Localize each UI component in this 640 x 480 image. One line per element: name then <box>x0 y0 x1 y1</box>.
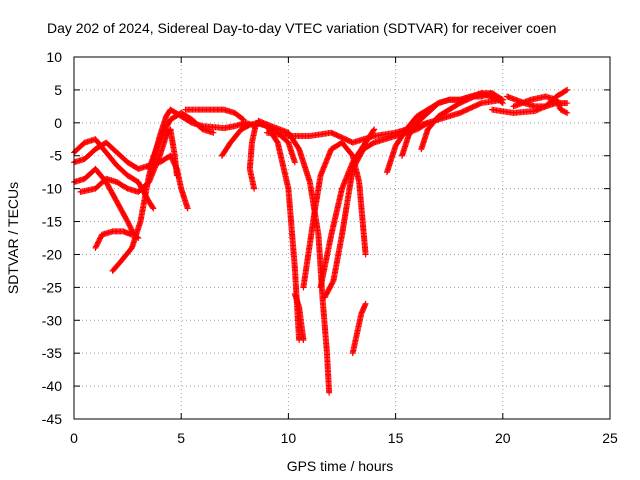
data-point <box>128 231 135 238</box>
data-point <box>125 221 132 228</box>
series-track-6 <box>92 228 135 251</box>
series-track-23 <box>504 93 571 110</box>
data-point <box>424 119 431 126</box>
y-axis-label: SDTVAR / TECUs <box>5 182 21 294</box>
y-tick-label: -30 <box>42 312 62 328</box>
x-tick-label: 20 <box>495 430 511 446</box>
x-tick-label: 25 <box>602 430 618 446</box>
data-point <box>370 127 377 134</box>
series-track-7 <box>146 109 217 172</box>
data-point <box>96 236 103 243</box>
data-point <box>125 219 132 226</box>
data-point <box>95 239 102 246</box>
data-point <box>245 122 252 129</box>
data-points <box>71 86 571 396</box>
data-point <box>92 244 99 251</box>
series-track-3 <box>71 165 142 241</box>
axis-ticks <box>73 56 611 420</box>
y-tick-label: -25 <box>42 279 62 295</box>
y-tick-label: -5 <box>50 148 63 164</box>
data-point <box>97 234 104 241</box>
x-tick-label: 10 <box>281 430 297 446</box>
series-track-4 <box>77 126 180 195</box>
x-axis-label: GPS time / hours <box>287 458 394 474</box>
series-track-14 <box>300 139 369 291</box>
series-track-20 <box>418 90 502 153</box>
data-point <box>150 205 157 212</box>
data-point <box>362 300 369 307</box>
y-tick-label: 10 <box>46 49 62 65</box>
data-point <box>326 389 333 396</box>
data-point <box>495 96 502 103</box>
series-track-16 <box>321 119 431 301</box>
chart-title: Day 202 of 2024, Sidereal Day-to-day VTE… <box>47 20 556 36</box>
data-point <box>499 100 506 107</box>
data-point <box>564 86 571 93</box>
y-axis-tick-labels: 10 5 0 -5 -10 -15 -20 -25 -30 -35 -40 -45 <box>42 49 62 427</box>
data-point <box>362 251 369 258</box>
data-point <box>128 226 135 233</box>
data-point <box>300 337 307 344</box>
data-point <box>127 225 134 232</box>
y-tick-label: -35 <box>42 345 62 361</box>
data-point <box>562 109 569 116</box>
y-tick-label: -15 <box>42 214 62 230</box>
y-tick-label: 5 <box>54 82 62 98</box>
x-tick-label: 0 <box>70 430 78 446</box>
data-point <box>94 240 101 247</box>
data-point <box>240 116 247 123</box>
data-point <box>127 223 134 230</box>
y-tick-label: 0 <box>54 115 62 131</box>
data-point <box>173 172 180 179</box>
data-point <box>498 99 505 106</box>
data-point <box>423 120 430 127</box>
plot-frame <box>73 56 611 420</box>
y-tick-label: -45 <box>42 411 62 427</box>
data-point <box>149 204 156 211</box>
series-track-13 <box>263 96 506 146</box>
data-point <box>93 243 100 250</box>
series-track-8 <box>182 106 247 123</box>
data-point <box>210 129 217 136</box>
data-point <box>93 242 100 249</box>
x-tick-label: 15 <box>388 430 404 446</box>
data-point <box>371 126 378 133</box>
data-point <box>564 109 571 116</box>
data-point <box>329 279 336 286</box>
y-tick-label: -40 <box>42 378 62 394</box>
data-point <box>184 205 191 212</box>
data-point <box>96 235 103 242</box>
data-point <box>95 238 102 245</box>
data-point <box>124 218 131 225</box>
data-point <box>564 100 571 107</box>
data-point <box>126 222 133 229</box>
data-point <box>239 115 246 122</box>
y-tick-label: -20 <box>42 246 62 262</box>
series-track-11 <box>291 290 307 344</box>
x-tick-label: 5 <box>177 430 185 446</box>
y-tick-label: -10 <box>42 181 62 197</box>
data-point <box>291 159 298 166</box>
series-track-17 <box>349 300 369 357</box>
data-point <box>562 87 569 94</box>
x-axis-tick-labels: 0 5 10 15 20 25 <box>70 430 618 446</box>
